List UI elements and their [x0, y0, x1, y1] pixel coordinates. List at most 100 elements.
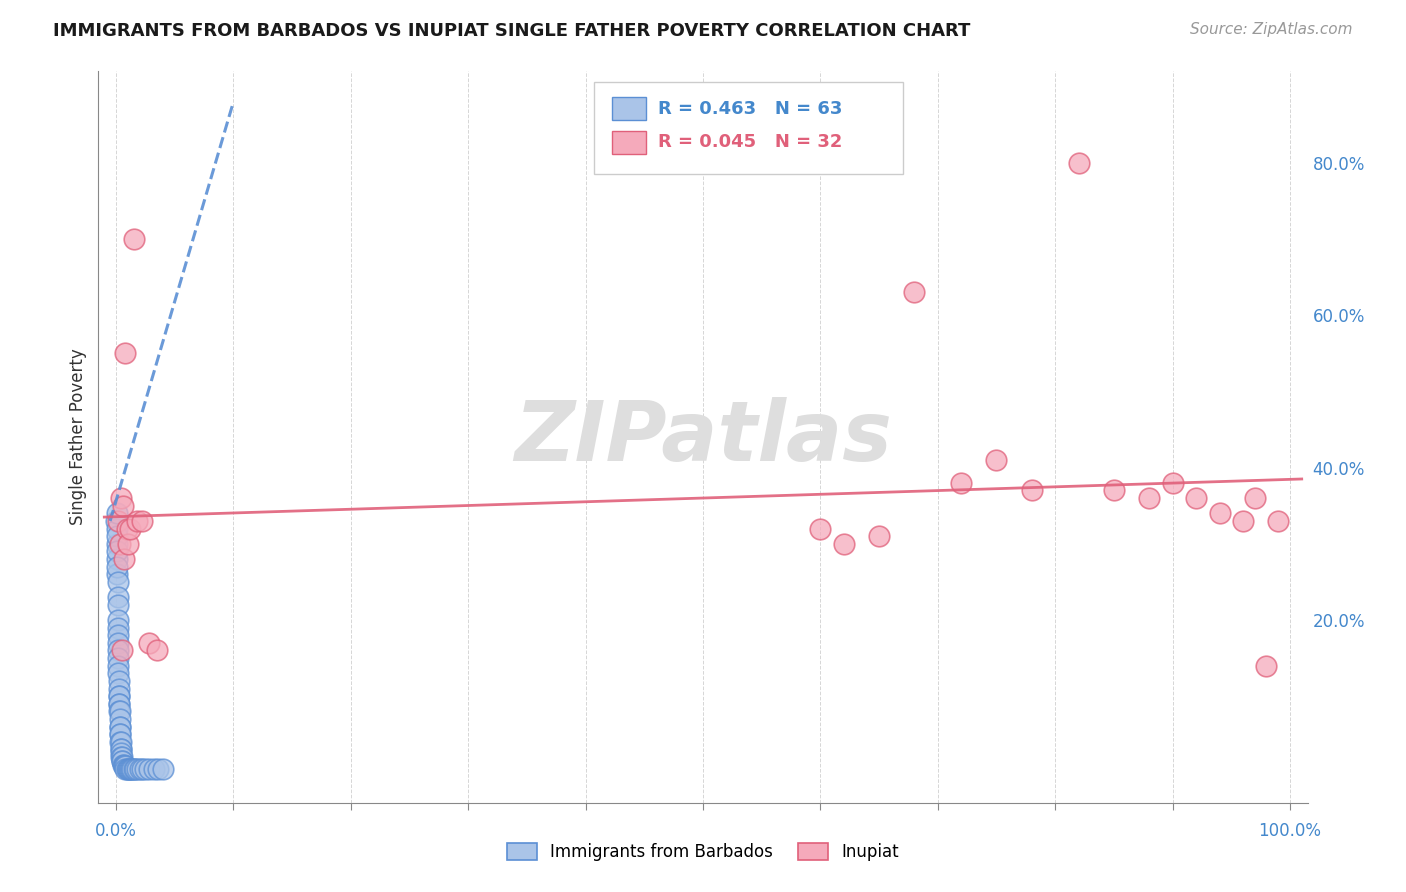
Point — [107, 673, 129, 688]
Point — [117, 537, 139, 551]
Point — [1267, 514, 1289, 528]
Point — [107, 636, 129, 650]
Point — [111, 643, 134, 657]
Point — [105, 537, 128, 551]
Point — [108, 705, 131, 719]
Point — [105, 529, 128, 543]
Text: R = 0.045   N = 32: R = 0.045 N = 32 — [658, 133, 842, 152]
Point — [112, 757, 135, 772]
Point — [108, 712, 131, 726]
Text: ZIPatlas: ZIPatlas — [515, 397, 891, 477]
Point — [105, 552, 128, 566]
Point — [112, 759, 135, 773]
Point — [146, 643, 169, 657]
Point — [950, 475, 973, 490]
Point — [115, 521, 138, 535]
Point — [107, 590, 129, 604]
Point — [1067, 156, 1090, 170]
Point — [108, 727, 131, 741]
Point — [128, 762, 150, 776]
Point — [107, 574, 129, 589]
Point — [118, 762, 141, 776]
Point — [110, 750, 132, 764]
Point — [124, 762, 146, 776]
Point — [108, 689, 131, 703]
Point — [868, 529, 890, 543]
Point — [108, 720, 131, 734]
Point — [142, 762, 165, 776]
Point — [903, 285, 925, 300]
Text: R = 0.463   N = 63: R = 0.463 N = 63 — [658, 100, 842, 118]
Point — [110, 735, 132, 749]
Point — [832, 537, 855, 551]
Point — [107, 628, 129, 642]
Point — [108, 697, 131, 711]
Point — [114, 346, 136, 360]
Text: Source: ZipAtlas.com: Source: ZipAtlas.com — [1189, 22, 1353, 37]
Point — [127, 514, 149, 528]
Point — [107, 514, 129, 528]
Point — [131, 762, 153, 776]
Point — [110, 727, 132, 741]
Point — [107, 598, 129, 612]
Point — [110, 746, 132, 760]
Point — [117, 762, 139, 776]
Point — [105, 506, 128, 520]
Point — [111, 750, 134, 764]
Point — [108, 697, 131, 711]
Point — [105, 544, 128, 558]
Point — [120, 762, 142, 776]
Point — [107, 613, 129, 627]
Point — [112, 757, 135, 772]
Point — [1021, 483, 1043, 498]
Point — [120, 762, 142, 776]
Point — [122, 762, 145, 776]
Point — [808, 521, 831, 535]
Text: 100.0%: 100.0% — [1258, 822, 1322, 840]
Point — [1102, 483, 1125, 498]
Point — [111, 754, 134, 768]
Point — [114, 759, 136, 773]
Point — [111, 754, 134, 768]
Point — [107, 621, 129, 635]
Point — [105, 521, 128, 535]
FancyBboxPatch shape — [595, 82, 903, 174]
Point — [1185, 491, 1208, 505]
Point — [122, 232, 145, 246]
Point — [127, 762, 149, 776]
FancyBboxPatch shape — [613, 97, 647, 120]
Point — [108, 537, 131, 551]
Point — [1208, 506, 1230, 520]
Point — [107, 559, 129, 574]
Point — [120, 521, 142, 535]
FancyBboxPatch shape — [613, 130, 647, 154]
Point — [114, 762, 136, 776]
Text: 0.0%: 0.0% — [96, 822, 136, 840]
Point — [107, 666, 129, 681]
Text: IMMIGRANTS FROM BARBADOS VS INUPIAT SINGLE FATHER POVERTY CORRELATION CHART: IMMIGRANTS FROM BARBADOS VS INUPIAT SING… — [53, 22, 970, 40]
Point — [105, 514, 128, 528]
Point — [148, 762, 170, 776]
Point — [110, 491, 132, 505]
Point — [1232, 514, 1254, 528]
Point — [1137, 491, 1160, 505]
Point — [112, 552, 135, 566]
Point — [152, 762, 174, 776]
Point — [1256, 658, 1278, 673]
Point — [108, 720, 131, 734]
Point — [121, 762, 143, 776]
Point — [107, 651, 129, 665]
Point — [134, 762, 156, 776]
Point — [107, 681, 129, 696]
Point — [105, 567, 128, 582]
Point — [110, 742, 132, 756]
Point — [115, 762, 138, 776]
Point — [112, 499, 135, 513]
Point — [107, 658, 129, 673]
Legend: Immigrants from Barbados, Inupiat: Immigrants from Barbados, Inupiat — [501, 836, 905, 868]
Y-axis label: Single Father Poverty: Single Father Poverty — [69, 349, 87, 525]
Point — [108, 689, 131, 703]
Point — [138, 762, 160, 776]
Point — [107, 643, 129, 657]
Point — [108, 705, 131, 719]
